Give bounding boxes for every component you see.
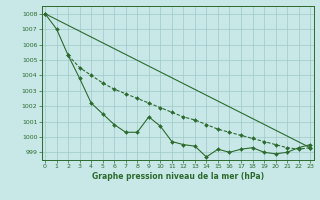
X-axis label: Graphe pression niveau de la mer (hPa): Graphe pression niveau de la mer (hPa) [92, 172, 264, 181]
